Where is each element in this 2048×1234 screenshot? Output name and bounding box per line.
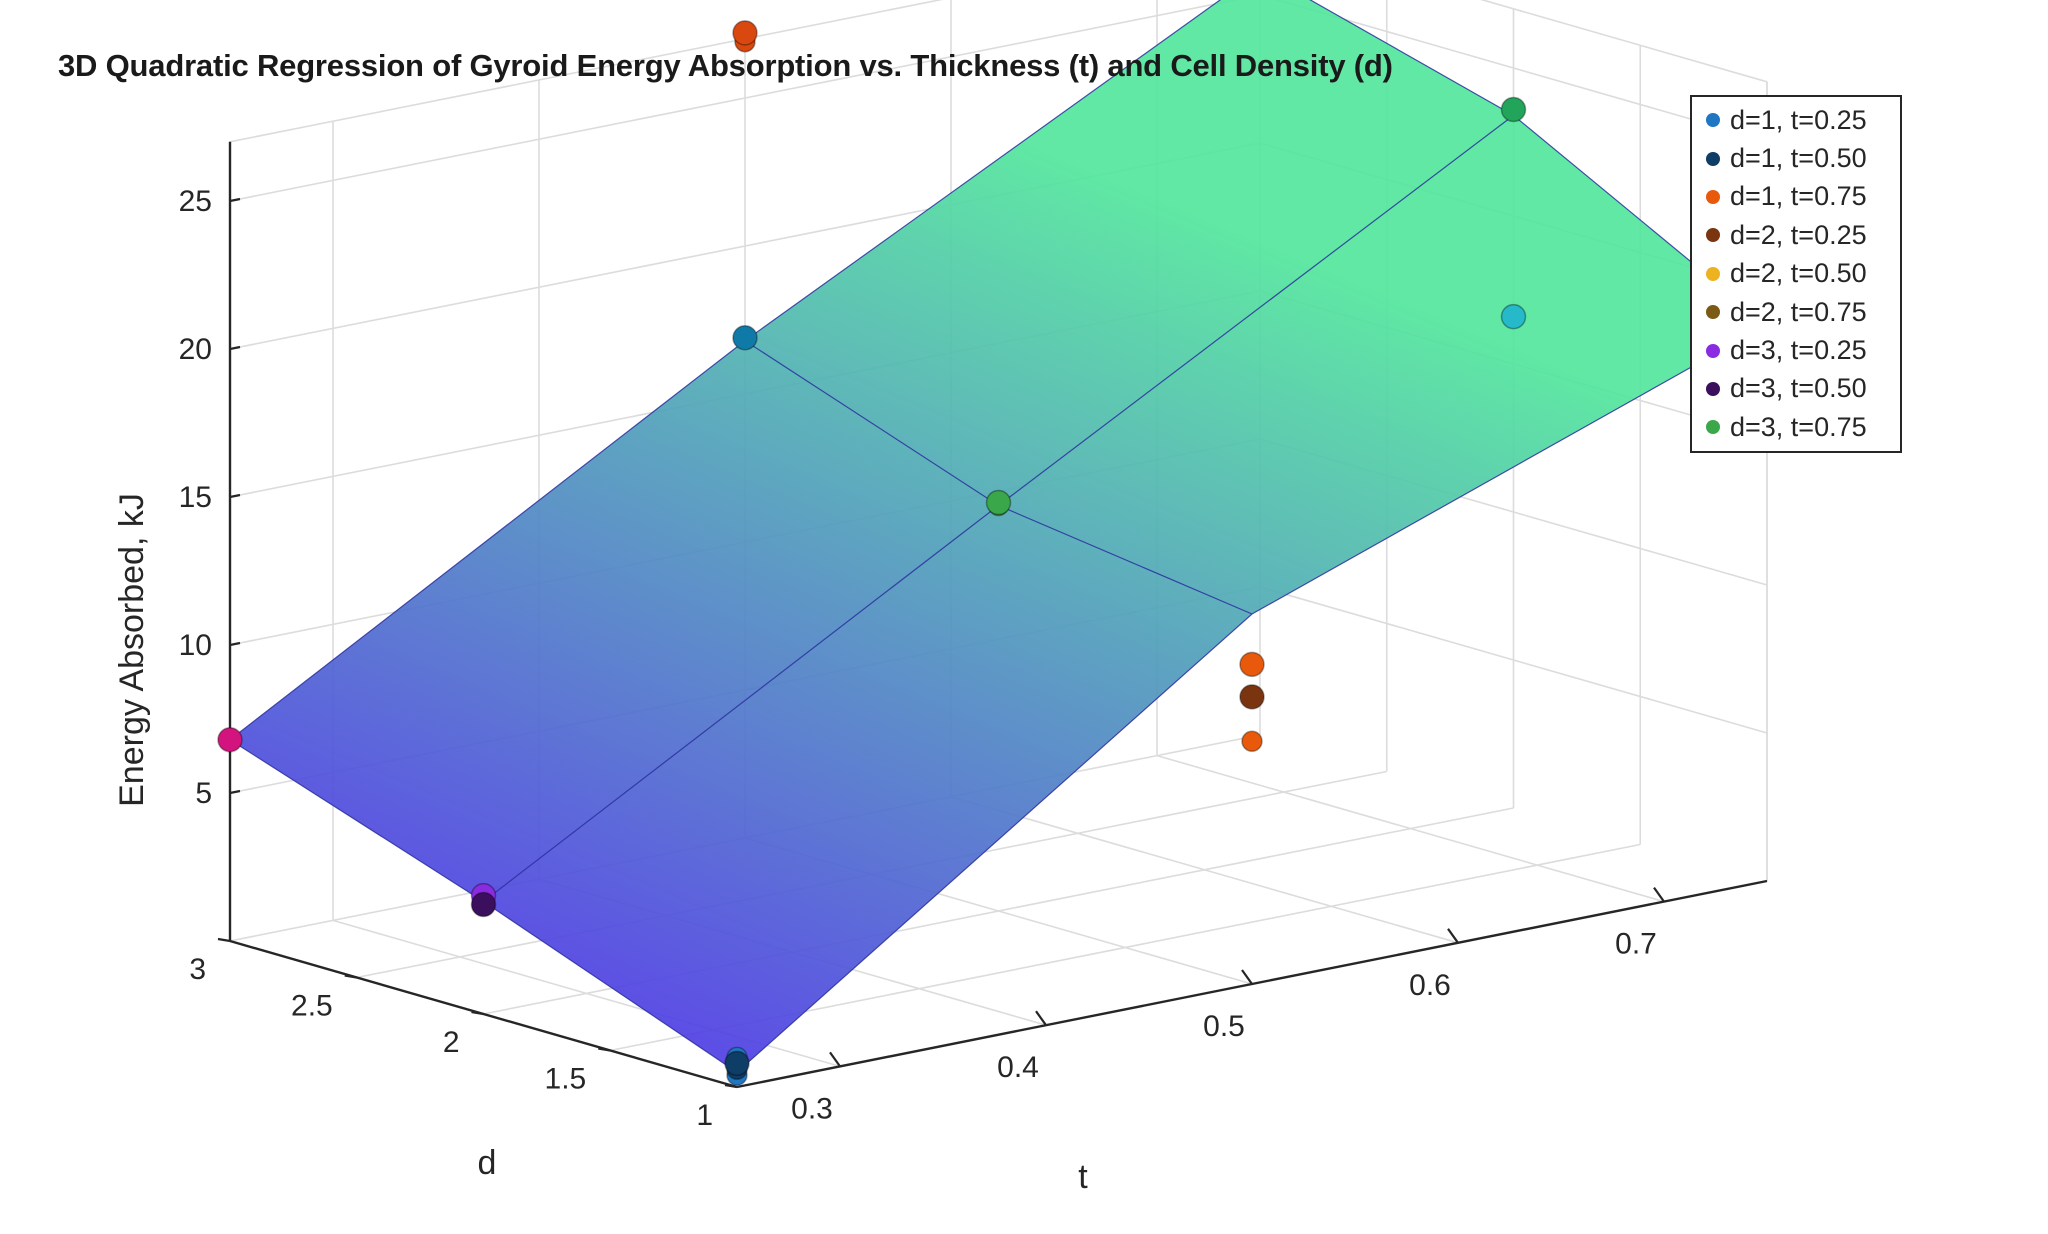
gridline-backwall-z xyxy=(229,0,1240,202)
legend-marker-icon xyxy=(1706,343,1720,358)
regression-surface xyxy=(230,0,1767,1073)
axis-layer xyxy=(217,141,1768,1089)
d-tick-label: 2.5 xyxy=(291,990,333,1023)
z-tick-mark xyxy=(229,789,241,795)
legend-item[interactable]: d=3, t=0.25 xyxy=(1692,331,1900,369)
data-point-extra-green2 xyxy=(1500,96,1527,123)
d-tick-mark xyxy=(217,937,231,943)
legend-item[interactable]: d=3, t=0.50 xyxy=(1692,370,1900,408)
z-tick-label: 5 xyxy=(195,777,212,810)
z-tick-label: 15 xyxy=(179,481,212,514)
data-point-d-3-t-0-75 xyxy=(985,489,1012,516)
legend-label: d=1, t=0.50 xyxy=(1730,143,1867,174)
t-tick-label: 0.5 xyxy=(1203,1010,1245,1043)
t-tick-mark xyxy=(1241,969,1253,985)
legend-label: d=2, t=0.50 xyxy=(1730,258,1867,289)
legend[interactable]: d=1, t=0.25 d=1, t=0.50 d=1, t=0.75 d=2, t=… xyxy=(1690,95,1902,453)
legend-item[interactable]: d=2, t=0.50 xyxy=(1692,255,1900,293)
legend-marker-icon xyxy=(1706,228,1720,243)
data-point-extra-cyan xyxy=(1500,303,1527,330)
t-tick-mark xyxy=(829,1051,841,1068)
data-point-d-3-t-0-50 xyxy=(470,891,497,918)
gridline-sidewall-z xyxy=(1259,586,1768,734)
t-tick-label: 0.4 xyxy=(997,1051,1039,1084)
z-tick-label: 25 xyxy=(179,185,212,218)
d-tick-mark xyxy=(598,1047,611,1052)
box-edge xyxy=(1480,0,1768,83)
z-tick-label: 10 xyxy=(179,629,212,662)
legend-label: d=2, t=0.75 xyxy=(1730,296,1867,327)
surface-mesh-line xyxy=(736,323,1768,1073)
legend-marker-icon xyxy=(1706,266,1720,281)
legend-item[interactable]: d=2, t=0.25 xyxy=(1692,216,1900,254)
legend-item[interactable]: d=3, t=0.75 xyxy=(1692,408,1900,446)
t-axis-label: t xyxy=(1078,1158,1088,1196)
t-tick-label: 0.3 xyxy=(791,1092,833,1125)
legend-marker-icon xyxy=(1706,151,1720,166)
legend-marker-icon xyxy=(1706,305,1720,320)
data-point-d-1-t-0-50 xyxy=(724,1050,750,1077)
legend-item[interactable]: d=1, t=0.25 xyxy=(1692,101,1900,139)
data-point-d-2-t-0-25 xyxy=(1239,684,1265,710)
t-tick-mark xyxy=(1447,928,1459,944)
d-axis-label: d xyxy=(478,1144,497,1182)
d-tick-mark xyxy=(724,1083,738,1089)
z-tick-mark xyxy=(229,197,241,203)
d-tick-label: 1.5 xyxy=(545,1063,587,1096)
t-tick-label: 0.6 xyxy=(1409,969,1451,1002)
legend-marker-icon xyxy=(1706,420,1720,435)
legend-marker-icon xyxy=(1706,113,1720,128)
legend-item[interactable]: d=1, t=0.50 xyxy=(1692,139,1900,177)
d-tick-label: 3 xyxy=(189,953,206,986)
d-tick-label: 2 xyxy=(443,1026,460,1059)
d-tick-mark xyxy=(471,1010,484,1016)
legend-label: d=3, t=0.25 xyxy=(1730,335,1867,366)
data-point-d-1-t-0-75 xyxy=(1241,730,1263,753)
legend-label: d=3, t=0.75 xyxy=(1730,411,1867,442)
data-point-extra-teal xyxy=(732,325,758,351)
d-tick-label: 1 xyxy=(696,1099,713,1132)
label-layer: 5 10 15 20 25 1 1.5 2 2.5 3 0.3 0.4 0.5 0.6 0.7 Energy … xyxy=(113,185,1657,1196)
t-tick-label: 0.7 xyxy=(1615,928,1657,961)
legend-label: d=1, t=0.75 xyxy=(1730,181,1867,212)
z-tick-mark xyxy=(229,493,241,499)
legend-item[interactable]: d=2, t=0.75 xyxy=(1692,293,1900,331)
legend-label: d=3, t=0.50 xyxy=(1730,373,1867,404)
d-tick-mark xyxy=(344,974,357,979)
legend-item[interactable]: d=1, t=0.75 xyxy=(1692,178,1900,216)
legend-label: d=2, t=0.25 xyxy=(1730,219,1867,250)
legend-marker-icon xyxy=(1706,381,1720,396)
chart-title: 3D Quadratic Regression of Gyroid Energy… xyxy=(58,48,1393,83)
legend-marker-icon xyxy=(1706,189,1720,204)
z-axis-label: Energy Absorbed, kJ xyxy=(113,493,151,807)
t-tick-mark xyxy=(1653,886,1665,903)
z-tick-mark xyxy=(229,345,241,351)
data-point-d-1-t-0-75 xyxy=(1239,651,1265,678)
t-tick-mark xyxy=(1035,1010,1047,1026)
z-tick-label: 20 xyxy=(179,333,212,366)
data-point-extra-magenta xyxy=(217,726,243,753)
data-point-extra-vermilion xyxy=(732,20,758,46)
z-tick-mark xyxy=(229,641,241,647)
legend-label: d=1, t=0.25 xyxy=(1730,104,1867,135)
